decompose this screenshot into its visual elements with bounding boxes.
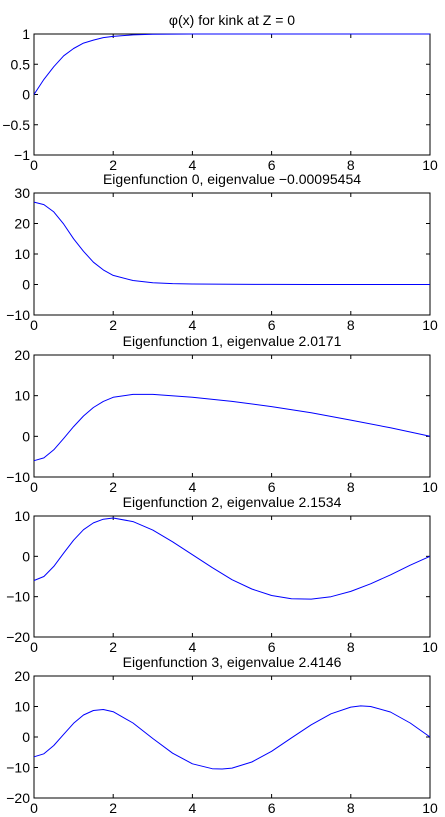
series-line-0 — [33, 705, 431, 770]
axes-frame — [33, 192, 431, 316]
x-tick-label: 4 — [189, 639, 197, 655]
x-tick-label: 6 — [268, 157, 276, 173]
y-tick-label: −20 — [6, 629, 30, 645]
y-tick-label: −20 — [6, 790, 30, 806]
x-tick-label: 0 — [30, 800, 38, 816]
y-tick-label: 0 — [22, 428, 30, 444]
x-tick-label: 8 — [347, 800, 355, 816]
x-tick-label: 10 — [422, 157, 438, 173]
y-tick-label: 20 — [14, 668, 30, 684]
y-tick-label: 30 — [14, 185, 30, 201]
series-line-0 — [33, 33, 430, 95]
y-tick-label: −1 — [14, 147, 30, 163]
x-tick-label: 2 — [109, 639, 117, 655]
x-tick-label: 0 — [30, 639, 38, 655]
y-tick-label: 1 — [22, 26, 30, 42]
x-tick-label: 4 — [189, 800, 197, 816]
series-line-0 — [33, 517, 431, 600]
axes-frame — [33, 515, 431, 638]
y-tick-label: 0 — [22, 729, 30, 745]
x-tick-label: 6 — [268, 639, 276, 655]
subplot-4: 0 2 4 6 8 10 −20 −10 0 10 20 Eigenfunction 3, eigen… — [6, 654, 438, 816]
x-tick-label: 8 — [347, 317, 355, 333]
axes-frame — [33, 675, 431, 799]
chart-title: Eigenfunction 0, eigenvalue −0.00095454 — [103, 171, 361, 187]
y-tick-label: −10 — [6, 469, 30, 485]
x-tick-label: 8 — [347, 639, 355, 655]
y-tick-label: 10 — [14, 508, 30, 524]
x-tick-label: 4 — [189, 157, 197, 173]
x-tick-label: 2 — [109, 157, 117, 173]
x-tick-label: 6 — [268, 479, 276, 495]
y-tick-label: 10 — [14, 699, 30, 715]
x-tick-label: 0 — [30, 317, 38, 333]
x-tick-label: 8 — [347, 479, 355, 495]
x-tick-label: 0 — [30, 479, 38, 495]
y-tick-label: 0.5 — [11, 56, 31, 72]
subplot-0: 0 2 4 6 8 10 −1 −0.5 0 0.5 1 φ(x) for kink at Z = 0 — [2, 12, 438, 173]
y-tick-label: 10 — [14, 388, 30, 404]
x-tick-label: 10 — [422, 479, 438, 495]
chart-title: Eigenfunction 1, eigenvalue 2.0171 — [123, 333, 342, 349]
y-tick-label: 20 — [14, 216, 30, 232]
y-tick-label: 0 — [22, 548, 30, 564]
chart-title: φ(x) for kink at Z = 0 — [169, 12, 295, 28]
axes-frame — [33, 354, 431, 478]
y-tick-label: −10 — [6, 760, 30, 776]
x-tick-label: 6 — [268, 317, 276, 333]
chart-title: Eigenfunction 3, eigenvalue 2.4146 — [123, 654, 342, 670]
y-tick-label: 20 — [14, 347, 30, 363]
y-tick-label: 0 — [22, 87, 30, 103]
axes-frame — [33, 33, 431, 156]
x-tick-label: 10 — [422, 800, 438, 816]
x-tick-label: 4 — [189, 317, 197, 333]
y-tick-label: −10 — [6, 307, 30, 323]
y-tick-label: −10 — [6, 589, 30, 605]
series-line-0 — [33, 393, 431, 462]
series-line-0 — [33, 201, 430, 285]
subplot-3: 0 2 4 6 8 10 −20 −10 0 10 Eigenfunction 2, eigenva… — [6, 494, 438, 655]
x-tick-label: 2 — [109, 317, 117, 333]
x-tick-label: 10 — [422, 317, 438, 333]
x-tick-label: 10 — [422, 639, 438, 655]
y-tick-label: 10 — [14, 246, 30, 262]
x-tick-label: 6 — [268, 800, 276, 816]
y-tick-label: 0 — [22, 277, 30, 293]
x-tick-label: 2 — [109, 479, 117, 495]
x-tick-label: 0 — [30, 157, 38, 173]
chart-title: Eigenfunction 2, eigenvalue 2.1534 — [123, 494, 342, 510]
x-tick-label: 4 — [189, 479, 197, 495]
x-tick-label: 2 — [109, 800, 117, 816]
y-tick-label: −0.5 — [2, 117, 30, 133]
x-tick-label: 8 — [347, 157, 355, 173]
